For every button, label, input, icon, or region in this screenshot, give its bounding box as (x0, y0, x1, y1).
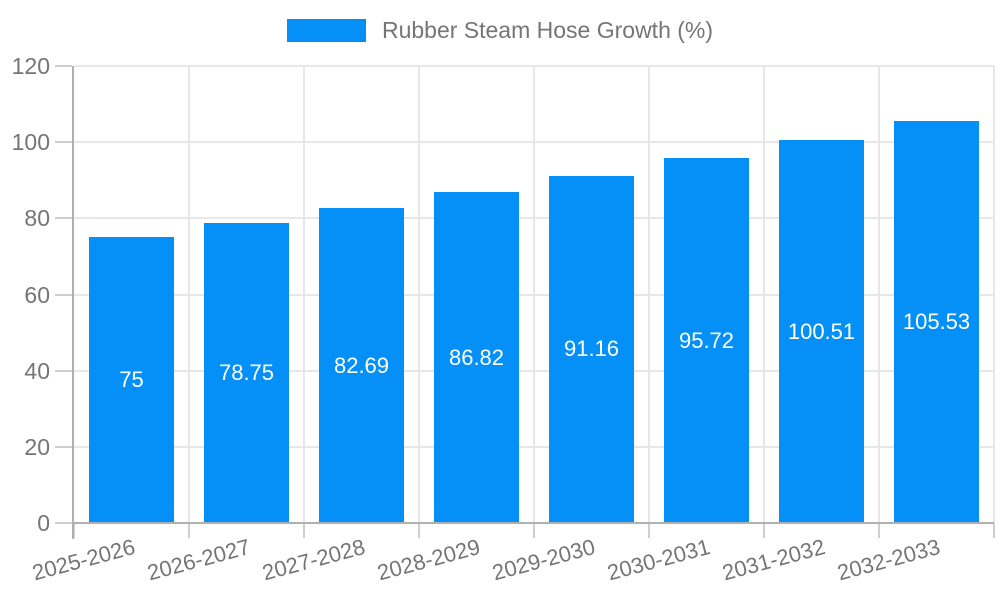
bar[interactable]: 100.51 (779, 140, 864, 523)
bar[interactable]: 86.82 (434, 192, 519, 523)
y-tick (55, 445, 72, 448)
y-tick (55, 141, 72, 144)
bar-value-label: 78.75 (218, 360, 275, 386)
bar[interactable]: 105.53 (894, 121, 979, 523)
y-tick-label: 80 (24, 205, 50, 232)
x-category-label: 2032-2033 (834, 534, 943, 586)
x-category-label: 2027-2028 (259, 534, 368, 586)
plot-area: 0 20 40 60 80 100 120 75 78.75 82.69 86.82 91.16 95.… (12, 53, 995, 585)
bar[interactable]: 95.72 (664, 158, 749, 523)
y-tick-label: 120 (11, 53, 50, 79)
bar-value-label: 91.16 (563, 336, 620, 362)
x-category-label: 2028-2029 (374, 534, 483, 586)
y-tick (55, 369, 72, 372)
y-tick (55, 65, 72, 67)
x-tick (418, 523, 420, 538)
x-tick (878, 523, 880, 538)
v-gridline (303, 66, 305, 523)
bar-value-label: 95.72 (678, 327, 735, 353)
x-tick (188, 523, 190, 538)
bar-value-label: 86.82 (448, 344, 505, 370)
bar[interactable]: 82.69 (319, 208, 404, 523)
x-category-label: 2029-2030 (489, 534, 598, 586)
y-tick (55, 522, 72, 524)
bar-value-label: 105.53 (902, 309, 971, 335)
y-tick-label: 60 (24, 281, 50, 308)
x-category-label: 2030-2031 (604, 534, 713, 586)
y-tick-label: 20 (24, 433, 50, 460)
v-gridline (993, 66, 995, 523)
y-tick (55, 217, 72, 220)
y-tick (55, 293, 72, 296)
bar[interactable]: 91.16 (549, 175, 634, 523)
x-tick (303, 523, 305, 538)
x-tick (533, 523, 535, 538)
x-category-label: 2025-2026 (29, 534, 138, 586)
x-tick (763, 523, 765, 538)
y-tick-label: 100 (11, 129, 50, 156)
chart-legend[interactable]: Rubber Steam Hose Growth (%) (0, 17, 1000, 44)
y-tick-label: 0 (37, 510, 50, 536)
legend-label: Rubber Steam Hose Growth (%) (381, 17, 714, 43)
v-gridline (648, 66, 650, 523)
x-category-label: 2026-2027 (144, 534, 253, 586)
bar[interactable]: 75 (89, 237, 174, 523)
legend-swatch (286, 19, 366, 42)
v-gridline (878, 66, 880, 523)
bar-value-label: 100.51 (787, 318, 856, 344)
v-gridline (418, 66, 420, 523)
x-tick (993, 523, 995, 538)
x-tick (648, 523, 650, 538)
x-axis-line (72, 522, 994, 524)
x-category-label: 2031-2032 (719, 534, 828, 586)
v-gridline (533, 66, 535, 523)
bar-value-label: 75 (119, 367, 144, 393)
y-tick-label: 40 (24, 357, 50, 384)
y-axis-line (72, 66, 74, 539)
bar[interactable]: 78.75 (204, 223, 289, 523)
x-tick (73, 523, 75, 538)
v-gridline (188, 66, 190, 523)
v-gridline (763, 66, 765, 523)
bar-value-label: 82.69 (333, 352, 390, 378)
